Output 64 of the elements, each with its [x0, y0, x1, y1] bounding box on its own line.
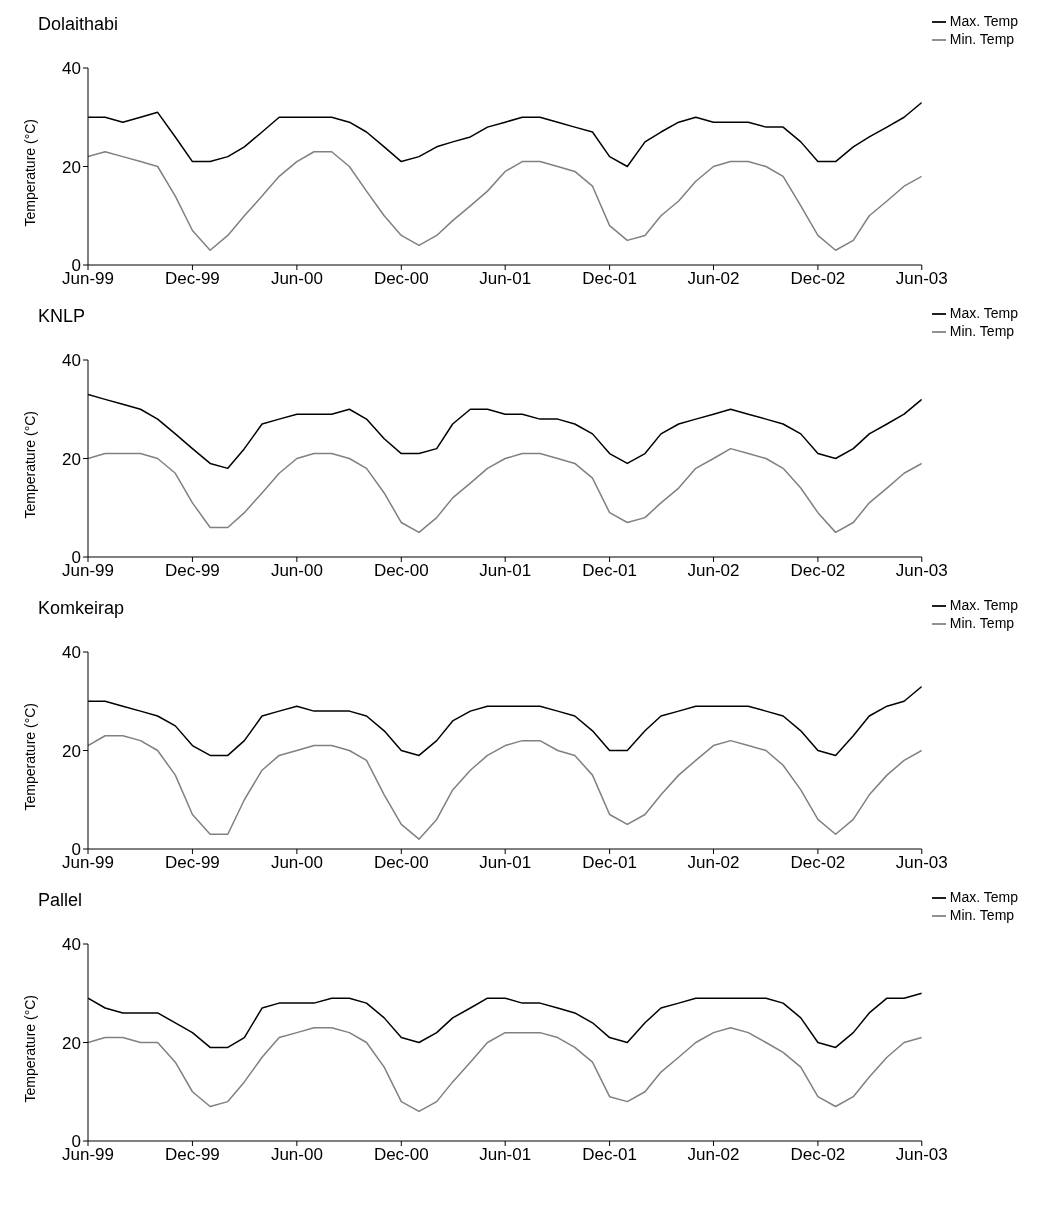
x-tick-label: Jun-02 — [687, 853, 740, 873]
x-tick-label: Dec-02 — [790, 269, 846, 289]
y-tick-label: 20 — [62, 157, 81, 177]
x-tick-label: Dec-02 — [790, 853, 846, 873]
legend-label: Min. Temp — [949, 323, 1015, 339]
y-axis-title: Temperature (°C) — [21, 994, 38, 1103]
legend-label: Min. Temp — [949, 615, 1015, 631]
y-axis-title: Temperature (°C) — [21, 118, 38, 227]
x-tick-label: Dec-00 — [373, 269, 429, 289]
x-tick-label: Dec-01 — [582, 1145, 638, 1165]
x-tick-label: Dec-01 — [582, 561, 638, 581]
chart-title: KNLP — [38, 306, 86, 327]
x-tick-label: Dec-99 — [165, 561, 220, 581]
line-series — [88, 734, 922, 840]
x-tick-label: Dec-99 — [165, 269, 220, 289]
x-tick-label: Jun-02 — [687, 561, 740, 581]
x-tick-label: Jun-01 — [479, 561, 532, 581]
x-tick-label: Jun-00 — [270, 853, 323, 873]
x-tick-label: Dec-99 — [165, 853, 220, 873]
y-tick-label: 0 — [71, 840, 81, 860]
x-tick-label: Jun-02 — [687, 269, 740, 289]
y-axis-title: Temperature (°C) — [21, 702, 38, 811]
legend-label: Max. Temp — [949, 13, 1018, 29]
chart-title: Dolaithabi — [38, 14, 119, 35]
x-tick-label: Jun-00 — [270, 561, 323, 581]
y-tick-label: 0 — [71, 256, 81, 276]
y-tick-label: 20 — [62, 741, 81, 761]
x-tick-label: Jun-00 — [270, 1145, 323, 1165]
y-tick-label: 0 — [71, 548, 81, 568]
y-tick-label: 20 — [62, 449, 81, 469]
x-tick-label: Dec-02 — [790, 561, 846, 581]
line-series — [88, 447, 922, 534]
legend-label: Min. Temp — [949, 31, 1015, 47]
x-tick-label: Jun-03 — [895, 853, 948, 873]
y-tick-label: 40 — [62, 935, 81, 955]
chart-title: Komkeirap — [38, 598, 125, 619]
x-tick-label: Dec-02 — [790, 1145, 846, 1165]
x-tick-label: Jun-01 — [479, 853, 532, 873]
y-tick-label: 40 — [62, 643, 81, 663]
x-tick-label: Jun-03 — [895, 1145, 948, 1165]
legend-label: Max. Temp — [949, 597, 1018, 613]
x-tick-label: Dec-00 — [373, 1145, 429, 1165]
x-tick-label: Dec-01 — [582, 853, 638, 873]
x-tick-label: Jun-03 — [895, 269, 948, 289]
legend-label: Max. Temp — [949, 889, 1018, 905]
y-axis-title: Temperature (°C) — [21, 410, 38, 519]
y-tick-label: 20 — [62, 1033, 81, 1053]
y-tick-label: 0 — [71, 1132, 81, 1152]
x-tick-label: Dec-00 — [373, 853, 429, 873]
x-tick-label: Dec-99 — [165, 1145, 220, 1165]
chart-title: Pallel — [38, 890, 83, 911]
line-series — [88, 1026, 922, 1113]
x-tick-label: Jun-01 — [479, 1145, 532, 1165]
legend-label: Max. Temp — [949, 305, 1018, 321]
y-tick-label: 40 — [62, 59, 81, 79]
y-tick-label: 40 — [62, 351, 81, 371]
x-tick-label: Jun-00 — [270, 269, 323, 289]
x-tick-label: Jun-01 — [479, 269, 532, 289]
x-tick-label: Jun-03 — [895, 561, 948, 581]
x-tick-label: Dec-01 — [582, 269, 638, 289]
x-tick-label: Dec-00 — [373, 561, 429, 581]
x-tick-label: Jun-02 — [687, 1145, 740, 1165]
line-series — [88, 150, 922, 251]
legend-label: Min. Temp — [949, 907, 1015, 923]
